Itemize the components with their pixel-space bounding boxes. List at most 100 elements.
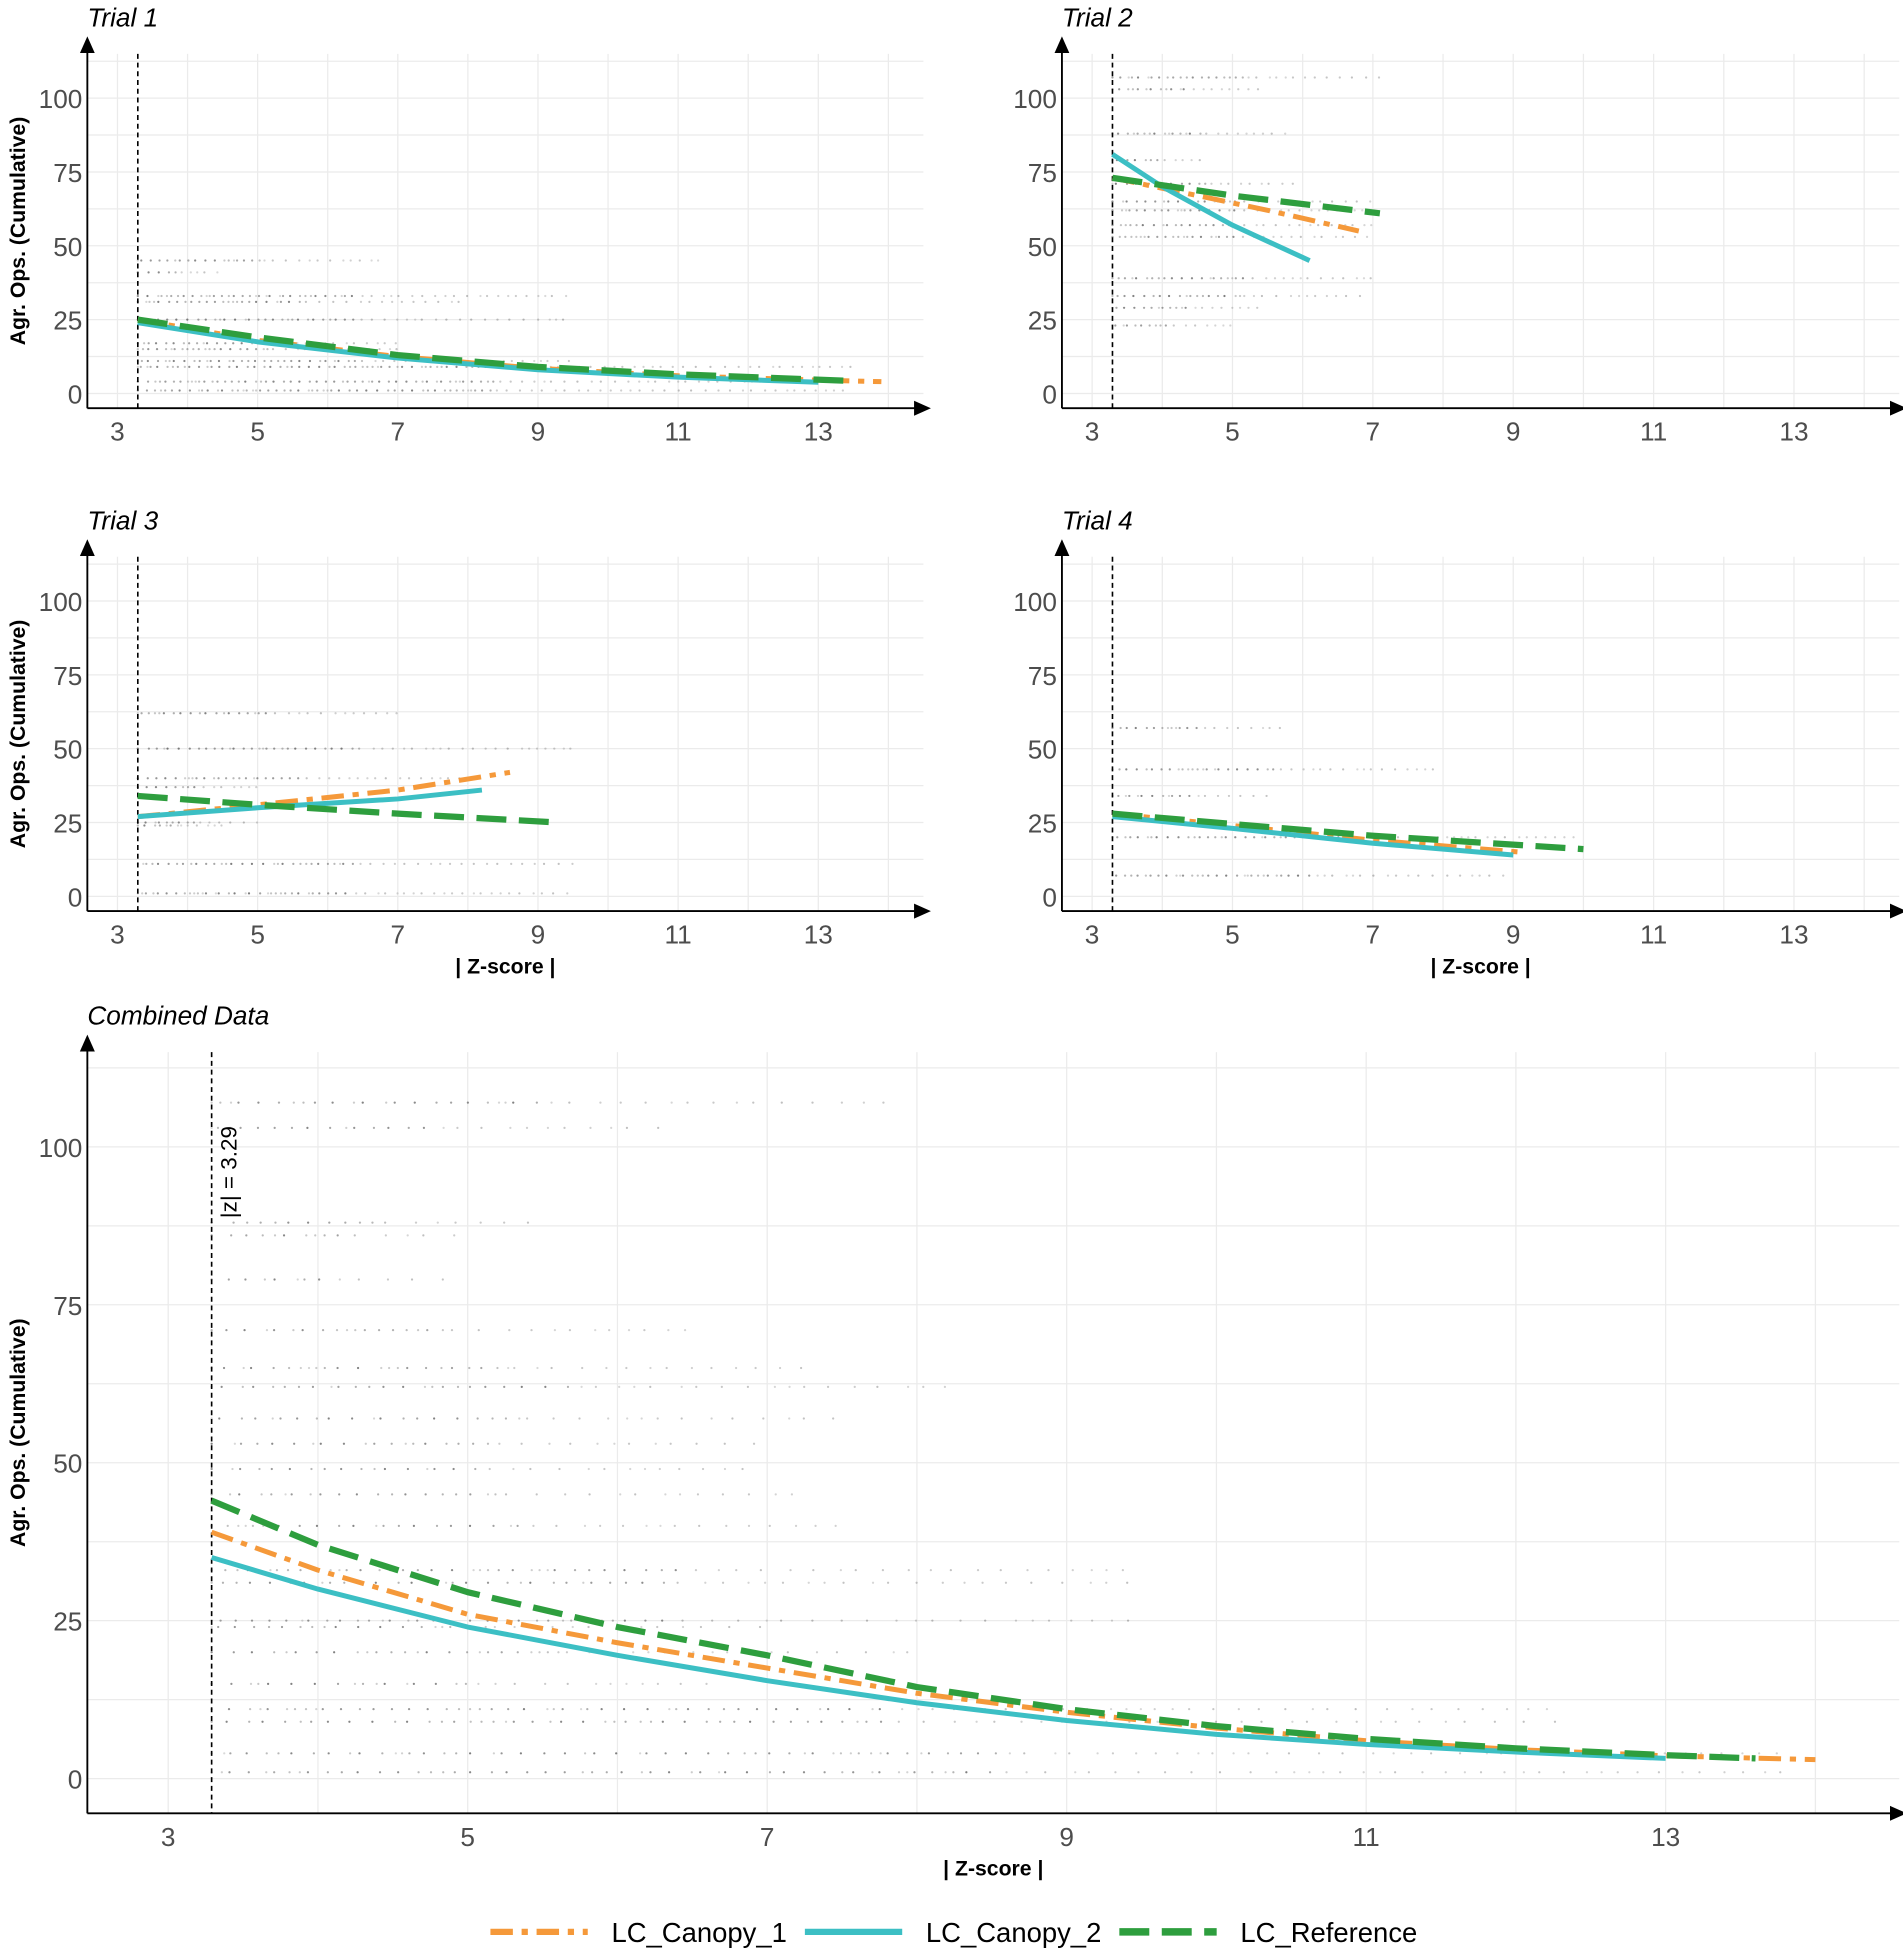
data-point	[1318, 209, 1321, 212]
data-point	[649, 1720, 653, 1723]
data-point	[301, 1619, 304, 1622]
data-point	[852, 1771, 855, 1774]
data-point	[194, 380, 197, 383]
data-point	[789, 1720, 793, 1723]
data-point	[397, 1524, 400, 1528]
data-point	[197, 747, 201, 750]
data-point	[424, 1493, 427, 1496]
data-point	[1323, 874, 1326, 877]
data-point	[494, 747, 497, 750]
data-point	[535, 1619, 539, 1622]
data-point	[1150, 306, 1153, 309]
data-point	[1250, 874, 1253, 877]
data-point	[353, 359, 356, 363]
data-point	[387, 389, 390, 392]
data-point	[157, 294, 160, 298]
data-point	[428, 1720, 431, 1723]
data-point	[1202, 768, 1205, 771]
data-point	[1222, 324, 1225, 327]
data-point	[176, 824, 180, 827]
data-point	[796, 1707, 799, 1711]
data-point	[806, 1720, 810, 1723]
data-point	[306, 1126, 309, 1130]
data-point	[552, 1581, 555, 1584]
data-point	[1218, 1771, 1222, 1774]
data-point	[358, 259, 361, 262]
data-point	[276, 300, 279, 304]
data-point	[1175, 874, 1178, 877]
data-point	[371, 1221, 374, 1224]
data-point	[348, 365, 352, 369]
data-point	[876, 1385, 879, 1389]
data-point	[1186, 235, 1189, 239]
data-point	[803, 389, 806, 392]
data-point	[1143, 132, 1146, 135]
data-point	[1141, 223, 1144, 227]
data-point	[917, 1707, 920, 1711]
data-point	[449, 1524, 453, 1528]
data-point	[366, 1651, 369, 1654]
data-point	[625, 1366, 628, 1370]
data-point	[222, 300, 225, 304]
data-point	[1338, 76, 1341, 79]
data-point	[1187, 768, 1190, 771]
data-point	[1279, 836, 1282, 839]
data-point	[800, 365, 804, 369]
data-point	[169, 824, 172, 827]
data-point	[1345, 874, 1348, 877]
data-point	[458, 318, 462, 321]
data-point	[1252, 294, 1256, 298]
data-point	[1143, 294, 1146, 298]
data-point	[748, 1720, 752, 1723]
x-tick-label: 5	[460, 1822, 475, 1852]
data-point	[1525, 836, 1528, 839]
data-point	[586, 1707, 589, 1711]
data-point	[1264, 836, 1267, 839]
data-point	[225, 1720, 228, 1723]
data-point	[394, 380, 398, 383]
data-point	[254, 380, 258, 383]
data-point	[624, 1720, 627, 1723]
data-point	[204, 318, 207, 321]
data-point	[445, 1707, 448, 1711]
data-point	[240, 359, 244, 363]
data-point	[355, 1493, 358, 1496]
data-point	[1265, 794, 1268, 798]
data-point	[421, 294, 424, 298]
data-point	[554, 389, 557, 392]
data-point	[304, 300, 308, 304]
data-point	[505, 1771, 508, 1774]
data-point	[393, 1101, 396, 1104]
data-point	[310, 1467, 313, 1471]
data-point	[412, 1524, 416, 1528]
data-point	[774, 1493, 777, 1496]
data-point	[1125, 768, 1128, 771]
x-axis-label: | Z-score |	[455, 956, 555, 979]
x-tick-label: 3	[110, 417, 125, 447]
data-point	[772, 365, 775, 369]
data-point	[385, 1101, 388, 1104]
data-point	[314, 747, 317, 750]
data-point	[634, 1493, 637, 1496]
data-point	[1284, 836, 1287, 839]
data-point	[513, 1682, 516, 1685]
data-point	[1203, 794, 1207, 798]
data-point	[435, 318, 438, 321]
data-point	[1372, 1752, 1375, 1755]
data-point	[723, 365, 727, 369]
data-point	[1217, 768, 1220, 771]
data-point	[379, 1417, 382, 1420]
data-point	[807, 1581, 810, 1584]
data-point	[298, 294, 302, 298]
data-point	[1220, 88, 1224, 91]
data-point	[587, 1467, 590, 1471]
data-point	[318, 777, 321, 780]
data-point	[378, 348, 381, 351]
data-point	[196, 271, 199, 274]
data-point	[492, 1752, 495, 1755]
data-point	[145, 300, 148, 304]
data-point	[1227, 182, 1230, 185]
data-point	[1177, 768, 1180, 771]
data-point	[550, 294, 553, 298]
